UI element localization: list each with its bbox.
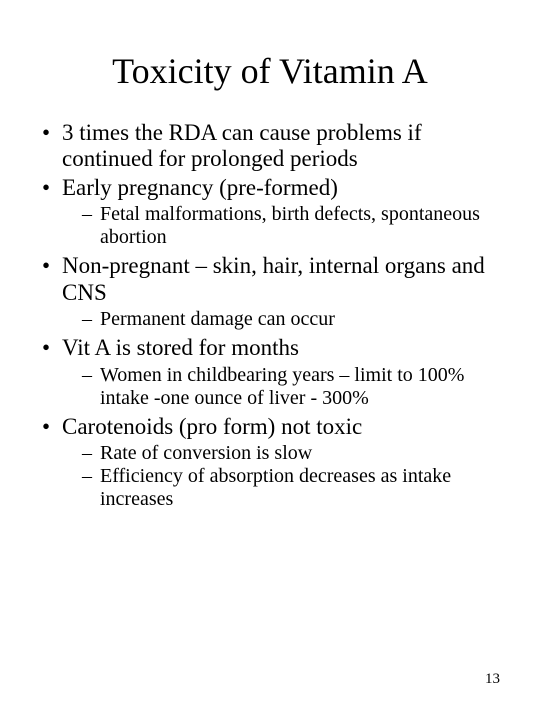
sub-list: Rate of conversion is slow Efficiency of… <box>62 442 510 511</box>
list-item: Carotenoids (pro form) not toxic Rate of… <box>40 414 510 511</box>
list-item: Vit A is stored for months Women in chil… <box>40 335 510 409</box>
bullet-list: 3 times the RDA can cause problems if co… <box>30 120 510 511</box>
sub-list: Fetal malformations, birth defects, spon… <box>62 203 510 249</box>
list-item-text: Early pregnancy (pre-formed) <box>62 175 338 200</box>
list-item-text: Vit A is stored for months <box>62 335 299 360</box>
sub-list-item: Efficiency of absorption decreases as in… <box>82 465 510 511</box>
sub-list-item: Fetal malformations, birth defects, spon… <box>82 203 510 249</box>
list-item: Early pregnancy (pre-formed) Fetal malfo… <box>40 175 510 249</box>
list-item-text: Carotenoids (pro form) not toxic <box>62 414 362 439</box>
slide-title: Toxicity of Vitamin A <box>50 50 490 92</box>
sub-list-item: Permanent damage can occur <box>82 308 510 331</box>
sub-list: Permanent damage can occur <box>62 308 510 331</box>
list-item: Non-pregnant – skin, hair, internal orga… <box>40 253 510 331</box>
sub-list-item: Rate of conversion is slow <box>82 442 510 465</box>
list-item-text: 3 times the RDA can cause problems if co… <box>62 120 422 171</box>
page-number: 13 <box>485 671 500 688</box>
sub-list: Women in childbearing years – limit to 1… <box>62 364 510 410</box>
list-item-text: Non-pregnant – skin, hair, internal orga… <box>62 253 485 304</box>
sub-list-item: Women in childbearing years – limit to 1… <box>82 364 510 410</box>
list-item: 3 times the RDA can cause problems if co… <box>40 120 510 173</box>
